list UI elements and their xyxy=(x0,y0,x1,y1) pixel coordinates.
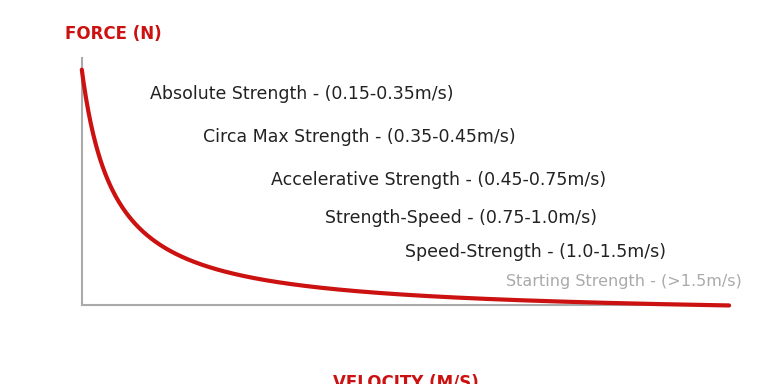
Text: Strength-Speed - (0.75-1.0m/s): Strength-Speed - (0.75-1.0m/s) xyxy=(324,209,597,227)
Text: Speed-Strength - (1.0-1.5m/s): Speed-Strength - (1.0-1.5m/s) xyxy=(405,243,666,261)
Text: Circa Max Strength - (0.35-0.45m/s): Circa Max Strength - (0.35-0.45m/s) xyxy=(203,129,516,146)
Text: Absolute Strength - (0.15-0.35m/s): Absolute Strength - (0.15-0.35m/s) xyxy=(150,86,453,103)
Text: FORCE (N): FORCE (N) xyxy=(66,25,162,43)
Text: VELOCITY (M/S): VELOCITY (M/S) xyxy=(333,374,478,384)
Text: Starting Strength - (>1.5m/s): Starting Strength - (>1.5m/s) xyxy=(506,274,742,289)
Text: Accelerative Strength - (0.45-0.75m/s): Accelerative Strength - (0.45-0.75m/s) xyxy=(271,172,606,189)
